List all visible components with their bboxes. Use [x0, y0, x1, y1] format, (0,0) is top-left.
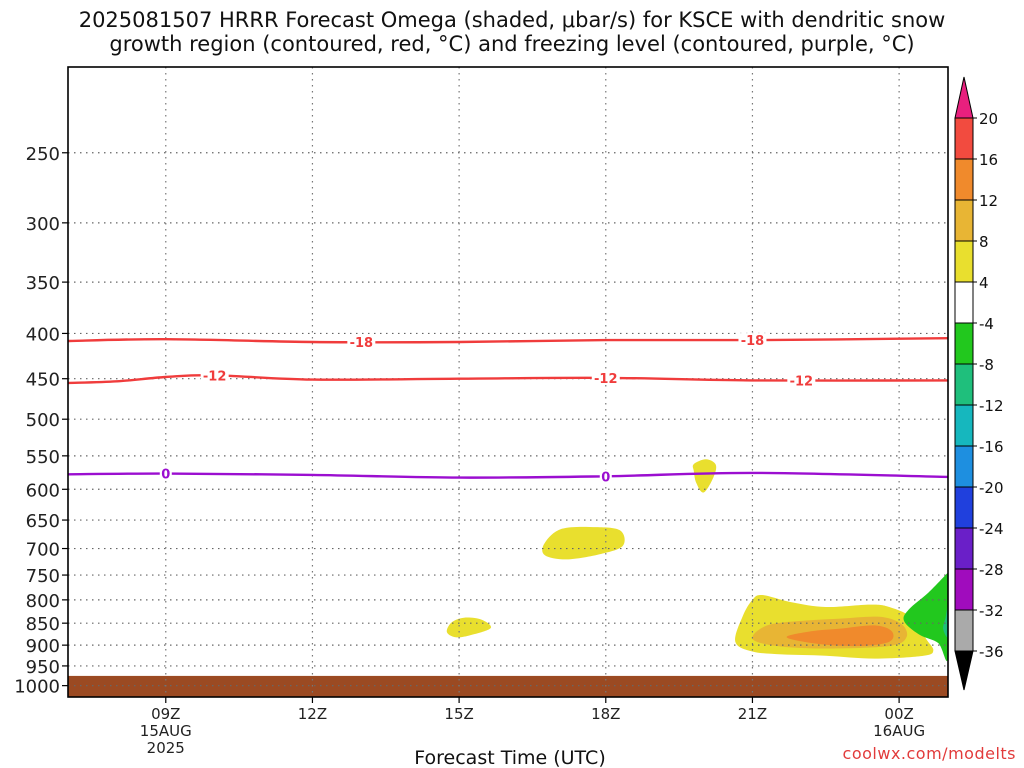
y-tick-label: 600 — [26, 480, 60, 501]
colorbar-swatch — [954, 609, 974, 652]
contour-label: -18 — [741, 334, 765, 349]
y-tick-label: 700 — [26, 540, 60, 561]
colorbar-label: -4 — [979, 315, 994, 333]
contour-label-bg — [591, 370, 620, 385]
y-tick-label: 500 — [26, 410, 60, 431]
colorbar-swatch — [954, 240, 974, 283]
axes-layer: 2503003504004505005506006507007508008509… — [14, 66, 949, 757]
plot-frame — [67, 66, 949, 698]
omega-region-4-8 — [542, 526, 625, 560]
y-tick-label: 250 — [26, 144, 60, 165]
omega-region--4--8 — [903, 572, 948, 661]
colorbar-label: 12 — [979, 192, 998, 210]
colorbar-label: 8 — [979, 233, 989, 251]
colorbar-label: -24 — [979, 520, 1004, 538]
colorbar-label: -32 — [979, 602, 1004, 620]
y-tick-label: 400 — [26, 324, 60, 345]
contour-label: -12 — [203, 369, 227, 384]
contour-label: -12 — [790, 374, 814, 389]
omega-region-4-8 — [692, 459, 717, 493]
colorbar-bottom-arrow — [954, 650, 974, 691]
contour-dendritic--12 — [68, 373, 948, 385]
watermark: coolwx.com/modelts — [842, 744, 1016, 763]
omega-shading-layer — [446, 459, 948, 661]
x-tick-label: 18Z — [591, 705, 620, 723]
x-tick-label: 12Z — [298, 705, 327, 723]
y-tick-label: 1000 — [14, 677, 60, 698]
colorbar-swatch — [954, 527, 974, 570]
x-tick-sublabel: 15AUG — [140, 722, 192, 740]
colorbar-label: -36 — [979, 643, 1004, 661]
y-tick-label: 800 — [26, 591, 60, 612]
chart-title-line2: growth region (contoured, red, °C) and f… — [109, 32, 915, 56]
x-tick-label: 15Z — [444, 705, 473, 723]
contour-label-bg — [738, 333, 767, 348]
colorbar-swatch — [954, 199, 974, 242]
contour-freezing-0 — [68, 471, 948, 479]
colorbar-label: 4 — [979, 274, 989, 292]
y-tick-label: 850 — [26, 614, 60, 635]
y-tick-label: 550 — [26, 447, 60, 468]
chart-title-line1: 2025081507 HRRR Forecast Omega (shaded, … — [78, 8, 946, 32]
y-tick-label: 450 — [26, 370, 60, 391]
ground-fill — [68, 675, 948, 697]
colorbar-label: -16 — [979, 438, 1004, 456]
colorbar-swatch — [954, 281, 974, 324]
y-tick-label: 650 — [26, 511, 60, 532]
colorbar-swatch — [954, 363, 974, 406]
y-tick-label: 350 — [26, 273, 60, 294]
colorbar-label: -28 — [979, 561, 1004, 579]
colorbar-top-arrow — [954, 76, 974, 119]
x-tick-label: 09Z — [151, 705, 180, 723]
colorbar-swatch — [954, 486, 974, 529]
contour-label-bg — [599, 469, 612, 484]
colorbar-label: -12 — [979, 397, 1004, 415]
colorbar-label: 16 — [979, 151, 998, 169]
y-tick-label: 950 — [26, 657, 60, 678]
contour-layer: -18 -18 -12 -12 -12 0 0 — [68, 333, 948, 485]
colorbar-swatch — [954, 404, 974, 447]
contour-label-bg — [347, 334, 376, 349]
contour-label: -18 — [350, 336, 374, 351]
y-tick-label: 300 — [26, 214, 60, 235]
colorbar-label: -20 — [979, 479, 1004, 497]
colorbar-swatch — [954, 158, 974, 201]
colorbar: 20 16 12 8 4 -4 -8 -12 -16 -20 -24 -28 -32 -36 — [954, 76, 1004, 691]
x-tick-sublabel: 16AUG — [873, 722, 925, 740]
x-tick-label: 21Z — [738, 705, 767, 723]
colorbar-label: -8 — [979, 356, 994, 374]
colorbar-label: 20 — [979, 110, 998, 128]
omega-region--8--12 — [943, 606, 948, 638]
x-axis-label: Forecast Time (UTC) — [414, 747, 605, 768]
x-tick-label: 00Z — [884, 705, 913, 723]
contour-label-bg — [200, 368, 229, 383]
y-tick-label: 900 — [26, 636, 60, 657]
colorbar-swatch — [954, 445, 974, 488]
x-tick-sublabel: 2025 — [147, 739, 185, 757]
contour-label-bg — [787, 373, 816, 388]
ground-layer — [68, 675, 948, 697]
contour-label: -12 — [594, 372, 618, 387]
omega-region-4-8 — [446, 617, 492, 638]
omega-region-12-16 — [786, 625, 894, 647]
contour-dendritic--18 — [68, 337, 948, 344]
colorbar-swatch — [954, 117, 974, 160]
contour-label-bg — [159, 466, 172, 481]
colorbar-swatch — [954, 568, 974, 611]
grid-layer — [68, 67, 948, 697]
contour-label: 0 — [601, 470, 610, 485]
colorbar-swatch — [954, 322, 974, 365]
y-tick-label: 750 — [26, 566, 60, 587]
contour-label: 0 — [161, 468, 170, 483]
